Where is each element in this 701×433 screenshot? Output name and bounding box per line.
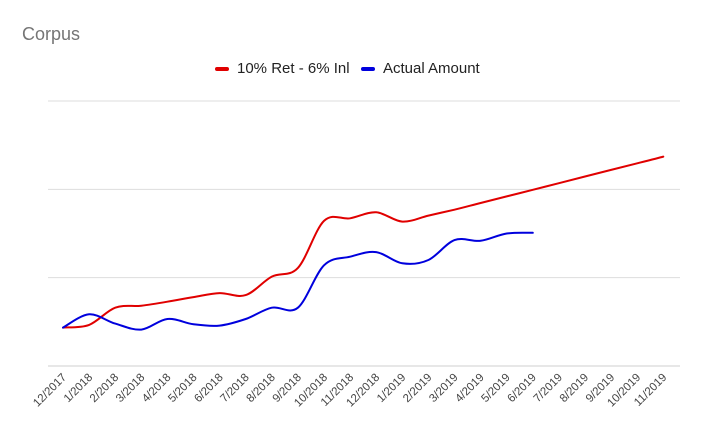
legend-item-series-1[interactable]: 10% Ret - 6% Inl	[215, 60, 350, 77]
series-line-1[interactable]	[62, 155, 665, 329]
legend-swatch-blue	[361, 66, 375, 71]
x-tick-label: 12/2017	[31, 372, 69, 410]
chart-title: Corpus	[22, 24, 81, 44]
legend-label-series-1: 10% Ret - 6% Inl	[237, 60, 350, 77]
series-line-2[interactable]	[62, 231, 534, 331]
legend: 10% Ret - 6% Inl Actual Amount	[0, 60, 701, 80]
legend-swatch-red	[215, 66, 229, 71]
legend-label-series-2: Actual Amount	[383, 60, 480, 77]
legend-item-series-2[interactable]: Actual Amount	[361, 60, 480, 77]
